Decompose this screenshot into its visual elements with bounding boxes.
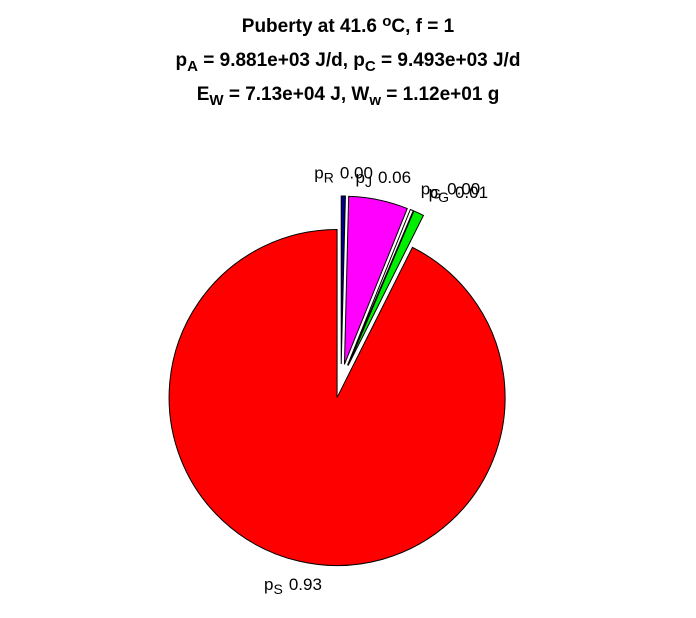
title-line: pA = 9.881e+03 J/d, pC = 9.493e+03 J/d <box>176 50 521 75</box>
slice-value: 0.00 <box>340 163 373 182</box>
title-text: = 9.493e+03 J/d <box>376 50 521 71</box>
title-line: EW = 7.13e+04 J, Ww = 1.12e+01 g <box>197 84 500 109</box>
title-text: E <box>197 84 210 105</box>
slice-value: 0.06 <box>378 168 411 187</box>
slice-name: p <box>429 183 438 202</box>
slice-sub: R <box>324 170 334 186</box>
slice-label: pS 0.93 <box>264 575 322 597</box>
title-sup: o <box>382 13 391 30</box>
title-text: p <box>176 50 188 71</box>
slice-name: p <box>421 179 430 198</box>
slice-label: pJ 0.06 <box>356 168 412 190</box>
slice-sub: G <box>438 189 449 205</box>
title-sub: w <box>368 92 381 109</box>
slice-label: pR 0.00 <box>314 163 373 185</box>
slice-name: p <box>356 168 365 187</box>
pie-slice <box>347 208 414 366</box>
title-text: Puberty at 41.6 <box>242 16 382 37</box>
pie-slice <box>343 195 408 365</box>
pie-slice <box>347 210 425 366</box>
slice-value: 0.93 <box>289 575 322 594</box>
pie-slice <box>168 229 506 567</box>
title-text: = 1.12e+01 g <box>381 84 499 105</box>
slice-sub: G <box>430 186 441 202</box>
slice-value: 0.00 <box>447 179 480 198</box>
slice-value: 0.01 <box>455 183 488 202</box>
title-line: Puberty at 41.6 oC, f = 1 <box>242 13 455 37</box>
slice-sub: S <box>273 581 282 597</box>
slice-label: pG 0.00 <box>421 179 480 201</box>
title-sub: W <box>209 92 224 109</box>
slice-name: p <box>264 575 273 594</box>
slice-label: pG 0.01 <box>429 183 488 205</box>
title-text: = 9.881e+03 J/d, p <box>198 50 365 71</box>
title-sub: A <box>187 58 198 75</box>
pie-slice <box>340 195 346 365</box>
title-sub: C <box>365 58 376 75</box>
title-text: C, f = 1 <box>391 16 454 37</box>
title-text: = 7.13e+04 J, W <box>224 84 370 105</box>
slice-name: p <box>314 163 323 182</box>
slice-sub: J <box>365 174 372 190</box>
